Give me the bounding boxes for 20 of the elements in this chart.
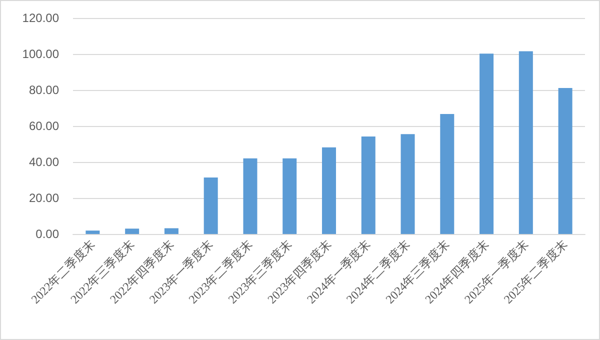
bar (282, 158, 297, 234)
bar (518, 51, 533, 234)
y-tick-label: 40.00 (28, 155, 60, 169)
bar (361, 136, 376, 234)
bar (86, 230, 100, 234)
y-tick-label: 100.00 (22, 47, 60, 61)
bar (243, 158, 258, 234)
y-tick-label: 20.00 (28, 191, 60, 205)
bar (480, 54, 494, 234)
bar (204, 177, 218, 234)
y-tick-label: 80.00 (28, 83, 60, 97)
y-tick-label: 120.00 (22, 11, 60, 25)
bar (164, 228, 178, 234)
bar (440, 114, 454, 234)
y-tick-label: 0.00 (36, 227, 60, 241)
bar (558, 88, 572, 234)
bar (125, 228, 140, 234)
bar (322, 147, 336, 234)
bar (400, 134, 415, 234)
y-tick-label: 60.00 (28, 119, 60, 133)
